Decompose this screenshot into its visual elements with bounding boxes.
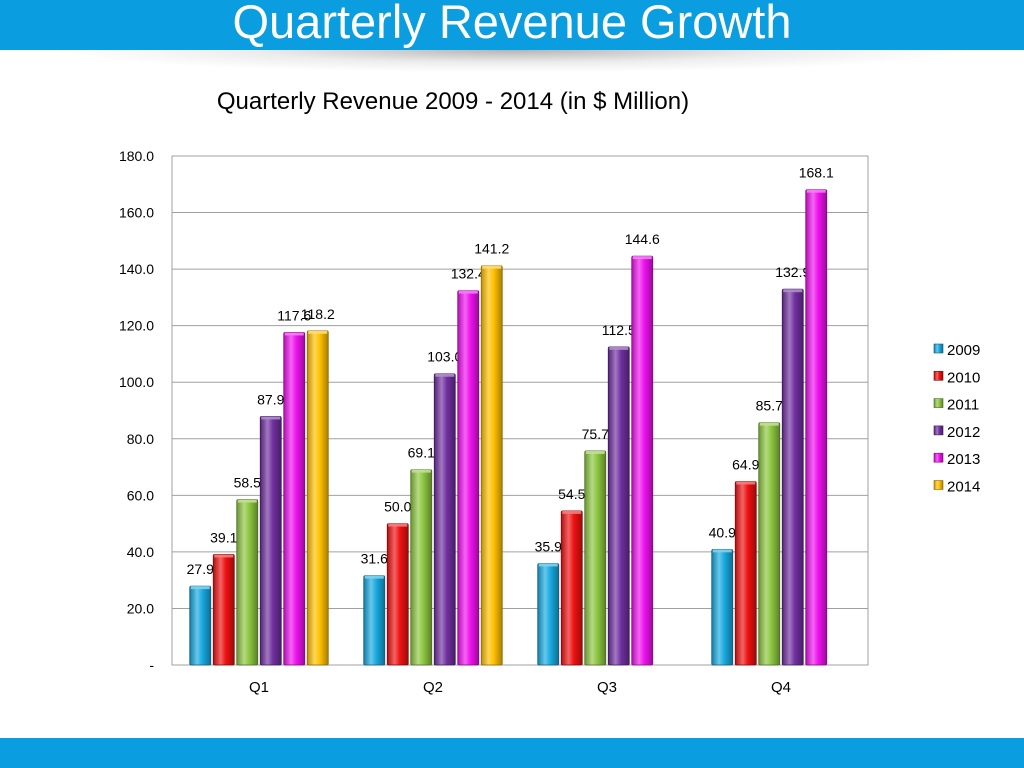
legend-swatch: [933, 370, 944, 381]
bar-2013-Q3: [631, 255, 654, 666]
bar-2012-Q3: [607, 346, 630, 666]
y-tick-label: 40.0: [127, 544, 154, 560]
bar-cap: [482, 265, 502, 269]
bar-cap: [609, 346, 629, 350]
data-label: 50.0: [384, 499, 411, 515]
chart-title: Quarterly Revenue 2009 - 2014 (in $ Mill…: [216, 88, 690, 115]
y-tick-label: 20.0: [127, 600, 154, 616]
bar-cap: [783, 289, 803, 293]
legend-label: 2013: [947, 451, 980, 468]
bar-2011-Q4: [758, 422, 781, 666]
y-tick-label: 100.0: [119, 374, 154, 390]
data-label: 141.2: [474, 241, 509, 257]
data-label: 85.7: [756, 398, 783, 414]
y-tick-label: 180.0: [119, 148, 154, 164]
bar-cap: [237, 499, 257, 503]
data-label: 168.1: [799, 165, 834, 181]
bar-cap: [585, 450, 605, 454]
bar-2013-Q2: [457, 290, 480, 666]
bar-2009-Q4: [711, 548, 734, 666]
bar-2011-Q2: [410, 469, 433, 666]
legend-swatch: [933, 480, 944, 490]
bar-2012-Q2: [433, 373, 456, 666]
bar-2009-Q1: [189, 585, 212, 666]
bar-cap: [284, 332, 304, 336]
data-label: 35.9: [535, 538, 562, 554]
data-label: 112.5: [602, 322, 636, 338]
bar-cap: [411, 469, 431, 473]
bar-cap: [261, 416, 281, 420]
footer-banner: [0, 738, 1024, 768]
y-tick-label: -: [149, 657, 154, 673]
legend-swatch: [933, 452, 944, 463]
legend-swatch: [933, 425, 944, 436]
x-tick-label: Q4: [771, 679, 791, 696]
data-label: 144.6: [625, 231, 660, 247]
legend-label: 2011: [947, 397, 979, 414]
bar-cap: [562, 510, 582, 514]
bar-cap: [364, 575, 384, 579]
data-label: 117.6: [277, 307, 311, 323]
data-label: 87.9: [257, 391, 284, 407]
data-label: 31.6: [361, 551, 388, 567]
x-tick-label: Q1: [249, 679, 269, 696]
legend-label: 2014: [947, 479, 980, 496]
legend-label: 2010: [947, 369, 980, 386]
bar-cap: [435, 373, 455, 377]
x-tick-label: Q3: [597, 679, 617, 696]
x-tick-label: Q2: [423, 679, 443, 696]
bar-2013-Q1: [283, 332, 306, 666]
bar-cap: [759, 422, 779, 426]
bar-2009-Q3: [537, 563, 560, 666]
y-tick-label: 120.0: [119, 318, 154, 334]
bar-cap: [632, 256, 652, 260]
bar-2010-Q1: [212, 554, 235, 666]
slide-title: Quarterly Revenue Growth: [232, 0, 792, 48]
data-label: 132.4: [451, 266, 486, 282]
bar-2014-Q2: [480, 265, 503, 666]
title-shadow: [60, 50, 964, 72]
data-label: 54.5: [558, 486, 585, 502]
bar-cap: [458, 290, 478, 294]
data-label: 75.7: [582, 426, 609, 442]
data-label: 64.9: [732, 456, 759, 472]
title-banner: Quarterly Revenue Growth: [0, 0, 1024, 50]
data-label: 58.5: [234, 475, 261, 491]
data-label: 132.9: [775, 264, 810, 280]
bar-2012-Q1: [259, 416, 282, 666]
data-label: 27.9: [187, 561, 214, 577]
bar-2011-Q1: [236, 499, 259, 666]
bar-cap: [388, 523, 408, 527]
bar-2010-Q3: [560, 510, 583, 666]
bar-2013-Q4: [805, 189, 828, 666]
bar-2012-Q4: [781, 288, 804, 666]
y-tick-label: 80.0: [127, 431, 154, 447]
legend-swatch: [933, 343, 944, 354]
legend-swatch: [933, 398, 944, 408]
bar-2011-Q3: [584, 450, 607, 666]
bar-2014-Q1: [306, 330, 329, 666]
bar-cap: [712, 549, 732, 553]
y-tick-label: 140.0: [119, 261, 154, 277]
data-label: 118.2: [301, 306, 335, 322]
bar-cap: [214, 554, 234, 558]
bar-cap: [806, 189, 826, 193]
data-label: 39.1: [210, 529, 237, 545]
bar-2010-Q4: [734, 481, 757, 666]
bar-2009-Q2: [363, 575, 386, 666]
bar-cap: [538, 563, 558, 567]
bar-cap: [736, 481, 756, 485]
data-label: 69.1: [408, 445, 435, 461]
legend-label: 2009: [947, 342, 980, 359]
legend-label: 2012: [947, 424, 980, 441]
data-label: 40.9: [709, 524, 736, 540]
data-label: 103.0: [427, 349, 462, 365]
y-tick-label: 60.0: [127, 487, 154, 503]
y-tick-label: 160.0: [119, 205, 154, 221]
bar-cap: [190, 586, 210, 590]
bar-cap: [308, 330, 328, 334]
bar-2010-Q2: [386, 523, 409, 666]
